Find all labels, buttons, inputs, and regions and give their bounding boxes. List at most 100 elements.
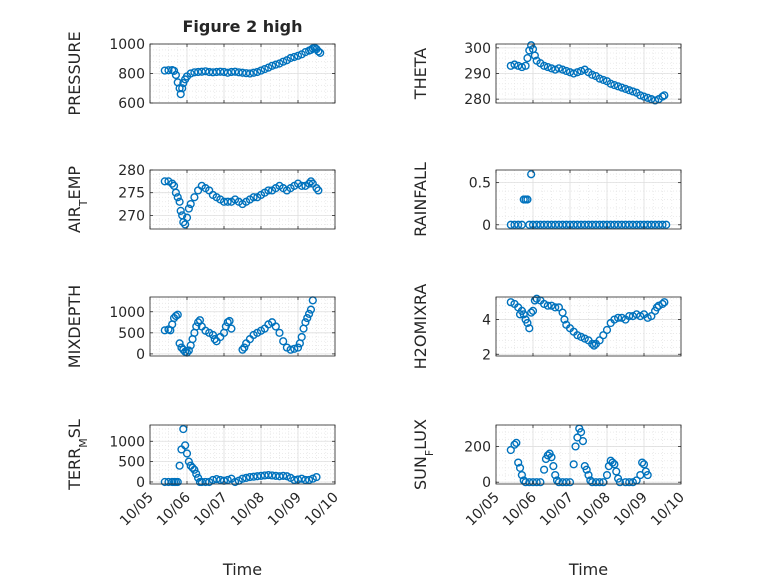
y-axis-label-main: MIXDEPTH xyxy=(65,285,84,368)
data-point xyxy=(515,463,525,473)
x-tick-label: 10/07 xyxy=(537,490,577,530)
subplot-pressure: 600 800 1000 PRESSURE Figure 2 high xyxy=(65,17,336,116)
data-point xyxy=(554,303,564,312)
y-tick-label: 1000 xyxy=(109,305,145,321)
y-tick-label: 290 xyxy=(464,67,491,83)
data-point xyxy=(190,465,199,474)
data-point xyxy=(660,91,669,100)
data-point xyxy=(650,96,660,105)
data-point xyxy=(510,60,519,69)
y-axis-label: AIRTEMP xyxy=(65,166,90,233)
subplot-mixdepth: 0 500 1000 MIXDEPTH xyxy=(65,285,336,368)
data-point xyxy=(192,469,201,478)
x-tick-label: 10/09 xyxy=(265,490,305,530)
y-axis-label: SUNFLUX xyxy=(411,419,436,490)
data-point xyxy=(249,68,258,77)
data-point xyxy=(625,311,634,321)
data-point xyxy=(279,471,288,480)
data-point xyxy=(286,53,295,63)
axes-box xyxy=(149,424,336,485)
data-point xyxy=(290,475,299,485)
data-point xyxy=(208,330,218,340)
data-point xyxy=(160,177,169,186)
series-points xyxy=(506,41,669,105)
y-axis-label-main: PRESSURE xyxy=(65,31,84,115)
y-tick-label: 0 xyxy=(136,475,145,491)
data-point xyxy=(599,75,608,85)
axes-box xyxy=(149,169,336,230)
x-tick-label: 10/08 xyxy=(574,490,614,530)
data-point xyxy=(514,220,523,229)
data-point xyxy=(182,449,192,458)
data-point xyxy=(658,299,667,309)
data-point xyxy=(569,460,578,469)
data-point xyxy=(576,428,586,437)
data-point xyxy=(612,467,621,476)
y-tick-label: 275 xyxy=(118,186,145,202)
data-point xyxy=(169,66,179,75)
data-point xyxy=(175,197,184,206)
data-point xyxy=(602,470,612,480)
x-tick-label: 10/07 xyxy=(191,490,231,530)
y-tick-label: 2 xyxy=(482,347,491,363)
data-point xyxy=(643,470,652,480)
data-point xyxy=(179,424,188,434)
y-tick-label: 280 xyxy=(118,163,145,179)
data-point xyxy=(297,332,306,342)
series-points xyxy=(160,177,323,229)
data-point xyxy=(615,478,625,487)
data-point xyxy=(260,64,269,74)
data-point xyxy=(181,441,190,450)
data-point xyxy=(227,324,236,333)
data-point xyxy=(238,345,247,354)
x-tick-label: 10/06 xyxy=(500,489,540,529)
y-axis-label-tail: EMP xyxy=(65,166,84,200)
data-point xyxy=(543,62,552,72)
grid xyxy=(495,170,682,229)
x-tick-label: 10/10 xyxy=(302,490,342,530)
data-point xyxy=(305,309,314,318)
data-point xyxy=(543,301,552,310)
data-point xyxy=(171,188,181,197)
data-point xyxy=(164,66,173,75)
data-point xyxy=(625,86,634,95)
y-axis-label-subscript: T xyxy=(77,199,90,207)
y-axis-label-tail: LUX xyxy=(411,419,430,450)
series-points xyxy=(506,424,652,487)
data-point xyxy=(173,477,182,487)
data-point xyxy=(216,67,225,76)
data-point xyxy=(638,458,647,467)
x-tick-label: 10/05 xyxy=(463,490,503,530)
y-axis-label-main: RAINFALL xyxy=(411,162,430,237)
data-point xyxy=(160,326,169,335)
data-point xyxy=(528,306,538,315)
data-point xyxy=(517,470,527,480)
y-tick-label: 280 xyxy=(464,92,491,108)
y-tick-label: 500 xyxy=(118,455,145,471)
data-point xyxy=(628,87,638,96)
data-point xyxy=(223,68,232,77)
data-point xyxy=(599,331,608,340)
data-point xyxy=(297,181,306,190)
data-point xyxy=(617,83,626,92)
subplot-theta: 280 290 300 THETA xyxy=(411,41,682,108)
data-point xyxy=(279,57,288,66)
y-axis-label-main: H2OMIXRA xyxy=(411,284,430,370)
y-axis-label-subscript: F xyxy=(423,450,436,456)
data-point xyxy=(238,474,247,483)
data-point xyxy=(621,84,630,93)
data-point xyxy=(610,460,619,469)
data-point xyxy=(514,458,523,467)
subplot-h2omixra: 2 4 H2OMIXRA xyxy=(411,284,682,370)
series-points xyxy=(160,424,321,487)
y-axis-label-tail: SL xyxy=(65,419,84,438)
data-point xyxy=(595,74,604,83)
data-point xyxy=(293,51,303,60)
y-tick-label: 600 xyxy=(118,96,145,112)
data-point xyxy=(279,337,288,346)
data-point xyxy=(512,438,521,447)
data-point xyxy=(527,41,536,50)
